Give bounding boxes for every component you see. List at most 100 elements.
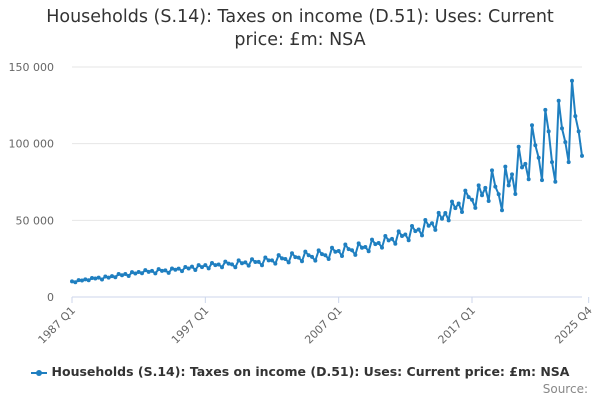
data-point — [166, 270, 171, 275]
data-point — [300, 259, 304, 264]
data-point — [266, 258, 271, 263]
series-line — [71, 79, 583, 284]
data-point — [280, 256, 284, 261]
x-tick-label: 1997 Q1 — [169, 304, 212, 347]
data-point — [440, 216, 444, 221]
x-tick-label: 2017 Q1 — [436, 304, 479, 347]
data-point — [380, 245, 384, 250]
data-point — [470, 197, 474, 202]
source-credit[interactable]: Source: — [542, 382, 588, 396]
series-group — [70, 78, 584, 285]
data-point — [430, 221, 434, 226]
data-point — [383, 233, 388, 238]
y-tick-label: 50 000 — [16, 214, 55, 227]
data-point — [230, 262, 234, 267]
data-point — [226, 261, 231, 266]
data-point — [480, 193, 484, 198]
data-point — [486, 199, 491, 204]
chart-title: Households (S.14): Taxes on income (D.51… — [0, 6, 600, 52]
y-tick-label: 150 000 — [9, 61, 55, 74]
data-point — [516, 144, 521, 149]
data-point — [196, 263, 201, 268]
data-point — [473, 205, 478, 210]
data-point — [120, 273, 124, 278]
data-point — [493, 184, 498, 189]
data-point — [326, 256, 331, 261]
data-point — [193, 268, 198, 273]
data-point — [520, 165, 524, 170]
data-point — [423, 218, 428, 223]
data-point — [356, 241, 361, 246]
data-point — [236, 258, 241, 263]
data-point — [436, 210, 441, 215]
data-point — [393, 241, 398, 246]
data-point — [146, 269, 151, 274]
data-point — [180, 269, 184, 274]
data-point — [366, 249, 371, 254]
data-point — [560, 126, 564, 131]
data-point — [510, 172, 514, 177]
data-point — [133, 271, 138, 276]
data-point — [333, 249, 338, 254]
data-point — [550, 160, 554, 165]
data-point — [143, 268, 148, 273]
data-point — [396, 229, 401, 234]
y-tick-label: 100 000 — [9, 138, 55, 151]
data-point — [153, 271, 158, 276]
data-point — [386, 238, 391, 243]
data-point — [410, 224, 414, 229]
data-point — [503, 164, 508, 169]
data-point — [453, 206, 458, 211]
data-point — [546, 129, 551, 134]
data-point — [210, 260, 214, 265]
data-point — [103, 274, 108, 279]
data-point — [70, 279, 74, 284]
y-axis: 0 50 000 100 000 150 000 — [9, 61, 55, 304]
legend[interactable]: Households (S.14): Taxes on income (D.51… — [0, 364, 600, 379]
data-point — [346, 247, 351, 252]
data-point — [273, 261, 278, 266]
data-point — [156, 267, 161, 272]
data-point — [496, 192, 501, 197]
data-point — [536, 155, 541, 160]
data-point — [500, 208, 504, 213]
data-point — [130, 270, 134, 275]
data-point — [223, 259, 228, 264]
data-point — [76, 278, 81, 283]
data-point — [330, 245, 334, 250]
x-tick-label: 2007 Q1 — [302, 304, 345, 347]
data-point — [170, 266, 174, 271]
data-point — [403, 232, 408, 237]
data-point — [483, 185, 488, 190]
data-point — [113, 275, 118, 280]
data-point — [206, 266, 211, 271]
data-point — [310, 254, 314, 259]
data-point — [433, 227, 438, 232]
data-point — [573, 114, 578, 119]
data-point — [256, 259, 261, 264]
data-point — [96, 275, 101, 280]
data-point — [476, 183, 481, 188]
data-point — [566, 160, 571, 165]
data-point — [246, 263, 251, 268]
data-point — [506, 183, 511, 188]
data-point — [93, 276, 98, 281]
data-point — [456, 201, 461, 206]
data-point — [276, 253, 281, 258]
data-point — [116, 272, 121, 276]
data-point — [443, 210, 448, 215]
data-point — [186, 266, 191, 271]
data-point — [240, 261, 244, 266]
data-point — [350, 248, 354, 253]
data-point — [80, 278, 84, 283]
data-point — [376, 241, 381, 246]
data-point — [306, 253, 311, 258]
x-tick-label: 1987 Q1 — [36, 304, 79, 347]
data-point — [446, 218, 451, 223]
data-point — [553, 179, 558, 184]
data-point — [250, 257, 254, 262]
data-point — [100, 277, 104, 282]
data-point — [200, 265, 204, 270]
data-point — [343, 242, 348, 247]
